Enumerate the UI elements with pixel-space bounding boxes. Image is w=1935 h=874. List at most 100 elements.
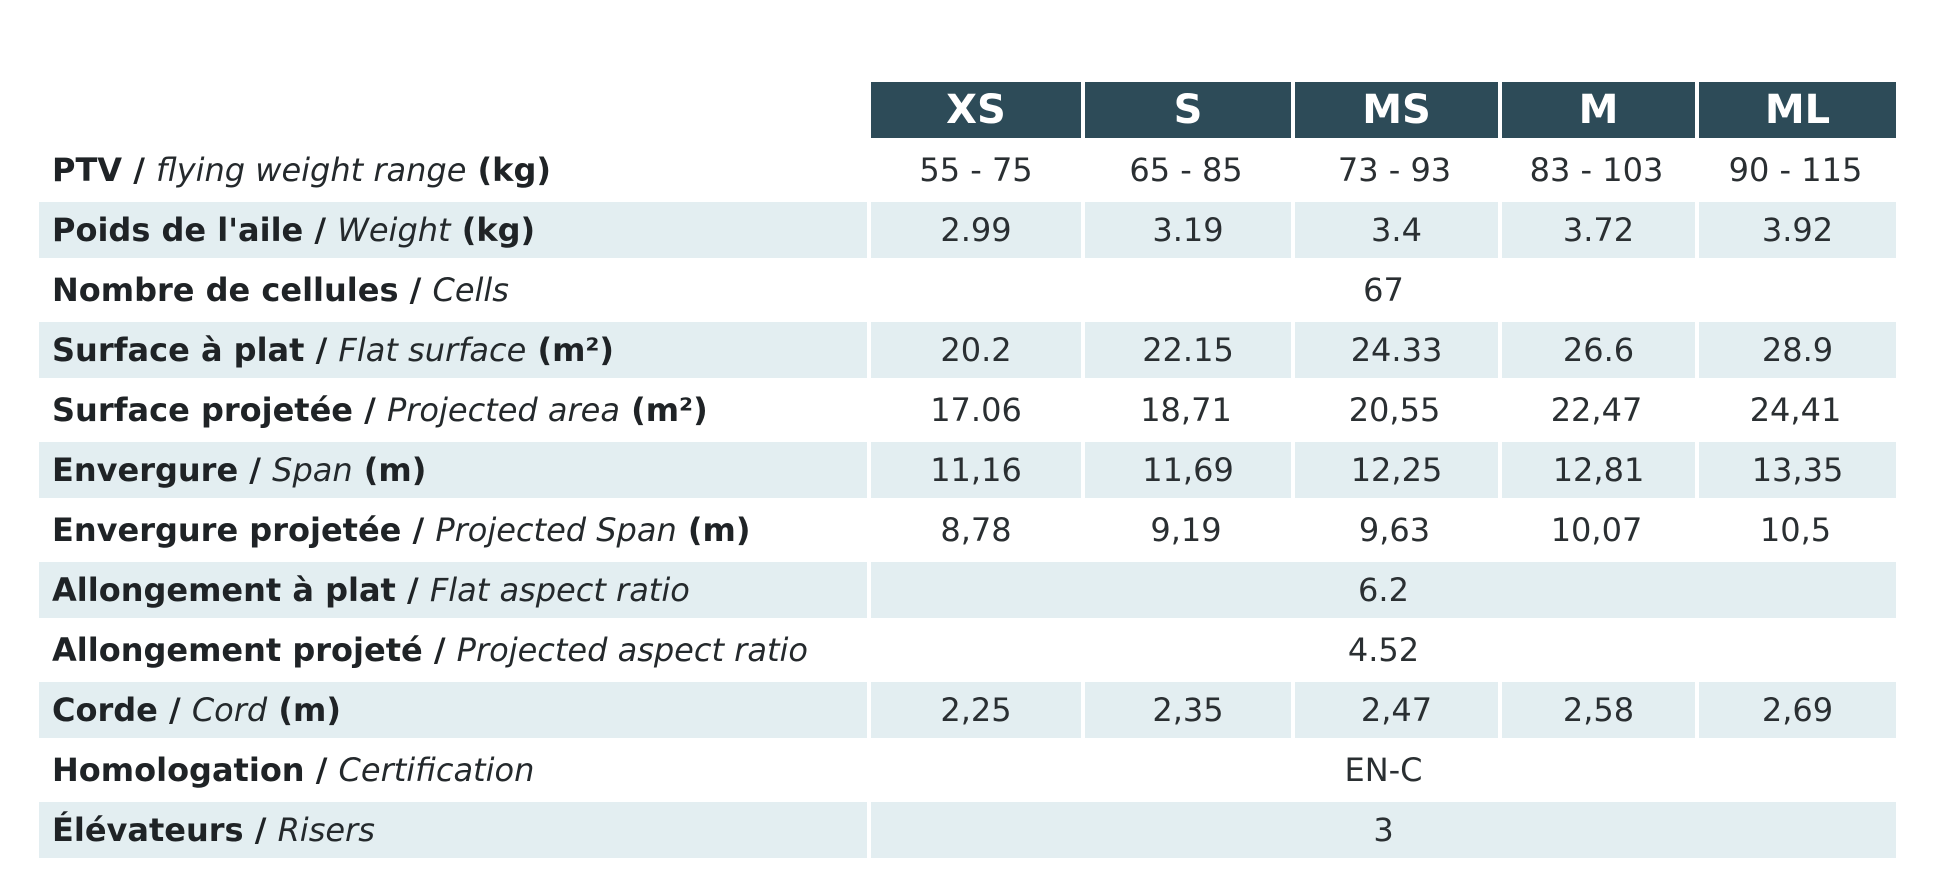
- label-english: Projected area: [386, 391, 620, 429]
- label-french: Homologation /: [52, 751, 328, 789]
- value-cell: 10,5: [1759, 511, 1832, 549]
- value-cell: 17.06: [930, 391, 1022, 429]
- label-french: Poids de l'aile /: [52, 211, 327, 249]
- label-english: Flat aspect ratio: [429, 571, 690, 609]
- row-label: Envergure / Span (m): [52, 440, 872, 500]
- label-french: Élévateurs /: [52, 811, 267, 849]
- label-english: Span: [272, 451, 353, 489]
- value-cell: 73 - 93: [1337, 151, 1452, 189]
- value-cell: 11,69: [1081, 442, 1291, 498]
- value-cell: 28.9: [1695, 322, 1896, 378]
- label-unit: (m²): [537, 331, 615, 369]
- value-cell: 9,19: [1150, 511, 1222, 549]
- row-label: Poids de l'aile / Weight (kg): [52, 200, 872, 260]
- table-row: Homologation / Certification EN-C: [39, 740, 1896, 800]
- value-cell: 2,58: [1498, 682, 1695, 738]
- row-values: 2,25 2,35 2,47 2,58 2,69: [871, 680, 1896, 740]
- label-unit: (m): [278, 691, 341, 729]
- value-cell: 3.19: [1081, 202, 1291, 258]
- label-english: Projected Span: [435, 511, 677, 549]
- row-shading: [39, 322, 871, 378]
- row-shading: [39, 562, 871, 618]
- value-cell: 26.6: [1498, 322, 1695, 378]
- spanning-value-cell: 3: [871, 802, 1896, 858]
- value-cell: 2,69: [1695, 682, 1896, 738]
- value-cell: 13,35: [1695, 442, 1896, 498]
- value-cell: 2,25: [871, 682, 1081, 738]
- label-french: Surface projetée /: [52, 391, 376, 429]
- row-label: Envergure projetée / Projected Span (m): [52, 500, 872, 560]
- value-cell: 2.99: [871, 202, 1081, 258]
- size-header-s: S: [1081, 82, 1291, 138]
- row-label: Nombre de cellules / Cells: [52, 260, 872, 320]
- table-body: PTV / flying weight range (kg) 55 - 75 65 …: [39, 140, 1896, 860]
- row-values: EN-C: [871, 740, 1896, 800]
- size-headers: XS S MS M ML: [871, 80, 1896, 140]
- label-unit: (m²): [631, 391, 708, 429]
- table-header-row: XS S MS M ML: [39, 80, 1896, 140]
- column-divider: [867, 682, 871, 738]
- label-unit: (m): [687, 511, 751, 549]
- value-cell: 55 - 75: [919, 151, 1033, 189]
- value-cell: 20,55: [1348, 391, 1441, 429]
- table-row: Envergure projetée / Projected Span (m) 8…: [39, 500, 1896, 560]
- value-cell: 10,07: [1550, 511, 1643, 549]
- row-values: 6.2: [871, 560, 1896, 620]
- value-cell: 12,81: [1498, 442, 1695, 498]
- table-row: Surface à plat / Flat surface (m²) 20.2 22…: [39, 320, 1896, 380]
- row-label: Allongement à plat / Flat aspect ratio: [52, 560, 872, 620]
- value-cell: 22,47: [1550, 391, 1643, 429]
- row-values: 8,78 9,19 9,63 10,07 10,5: [871, 500, 1896, 560]
- spanning-value-cell: 4.52: [1347, 631, 1420, 669]
- row-label: Allongement projeté / Projected aspect r…: [52, 620, 872, 680]
- spanning-value-cell: 6.2: [871, 562, 1896, 618]
- label-english: Cells: [432, 271, 509, 309]
- value-cell: 12,25: [1291, 442, 1498, 498]
- value-cell: 2,47: [1291, 682, 1498, 738]
- value-cell: 8,78: [940, 511, 1012, 549]
- column-divider: [867, 442, 871, 498]
- label-english: Risers: [277, 811, 375, 849]
- table-row: Allongement projeté / Projected aspect r…: [39, 620, 1896, 680]
- value-cell: 3.72: [1498, 202, 1695, 258]
- row-label: Surface projetée / Projected area (m²): [52, 380, 872, 440]
- label-french: Envergure projetée /: [52, 511, 425, 549]
- value-cell: 90 - 115: [1728, 151, 1863, 189]
- row-label: Corde / Cord (m): [52, 680, 872, 740]
- label-french: Nombre de cellules /: [52, 271, 422, 309]
- row-values: 4.52: [871, 620, 1896, 680]
- label-unit: (kg): [477, 151, 551, 189]
- value-cell: 3.92: [1695, 202, 1896, 258]
- value-cell: 2,35: [1081, 682, 1291, 738]
- table-row: Envergure / Span (m) 11,16 11,69 12,25 12,81…: [39, 440, 1896, 500]
- value-cell: 3.4: [1291, 202, 1498, 258]
- column-divider: [867, 802, 871, 858]
- label-english: Cord: [191, 691, 268, 729]
- spec-table: XS S MS M ML PTV / flying weight range (…: [39, 80, 1896, 860]
- value-cell: 65 - 85: [1129, 151, 1243, 189]
- value-cell: 24,41: [1749, 391, 1842, 429]
- row-values: 3: [871, 800, 1896, 860]
- row-values: 20.2 22.15 24.33 26.6 28.9: [871, 320, 1896, 380]
- label-unit: (kg): [461, 211, 536, 249]
- value-cell: 24.33: [1291, 322, 1498, 378]
- label-english: Weight: [337, 211, 451, 249]
- spanning-value-cell: 67: [1363, 271, 1404, 309]
- value-cell: 22.15: [1081, 322, 1291, 378]
- value-cell: 20.2: [871, 322, 1081, 378]
- label-english: Flat surface: [338, 331, 527, 369]
- row-label: Surface à plat / Flat surface (m²): [52, 320, 872, 380]
- column-divider: [867, 322, 871, 378]
- table-row: Poids de l'aile / Weight (kg) 2.99 3.19 3.4…: [39, 200, 1896, 260]
- table-row: PTV / flying weight range (kg) 55 - 75 65 …: [39, 140, 1896, 200]
- table-row: Corde / Cord (m) 2,25 2,35 2,47 2,58 2,69: [39, 680, 1896, 740]
- label-french: Corde /: [52, 691, 181, 729]
- size-header-m: M: [1498, 82, 1695, 138]
- row-shading: [39, 682, 871, 738]
- row-shading: [39, 202, 871, 258]
- value-cell: 11,16: [871, 442, 1081, 498]
- value-cell: 83 - 103: [1529, 151, 1664, 189]
- label-french: Envergure /: [52, 451, 261, 489]
- label-french: Surface à plat /: [52, 331, 328, 369]
- size-header-xs: XS: [871, 82, 1081, 138]
